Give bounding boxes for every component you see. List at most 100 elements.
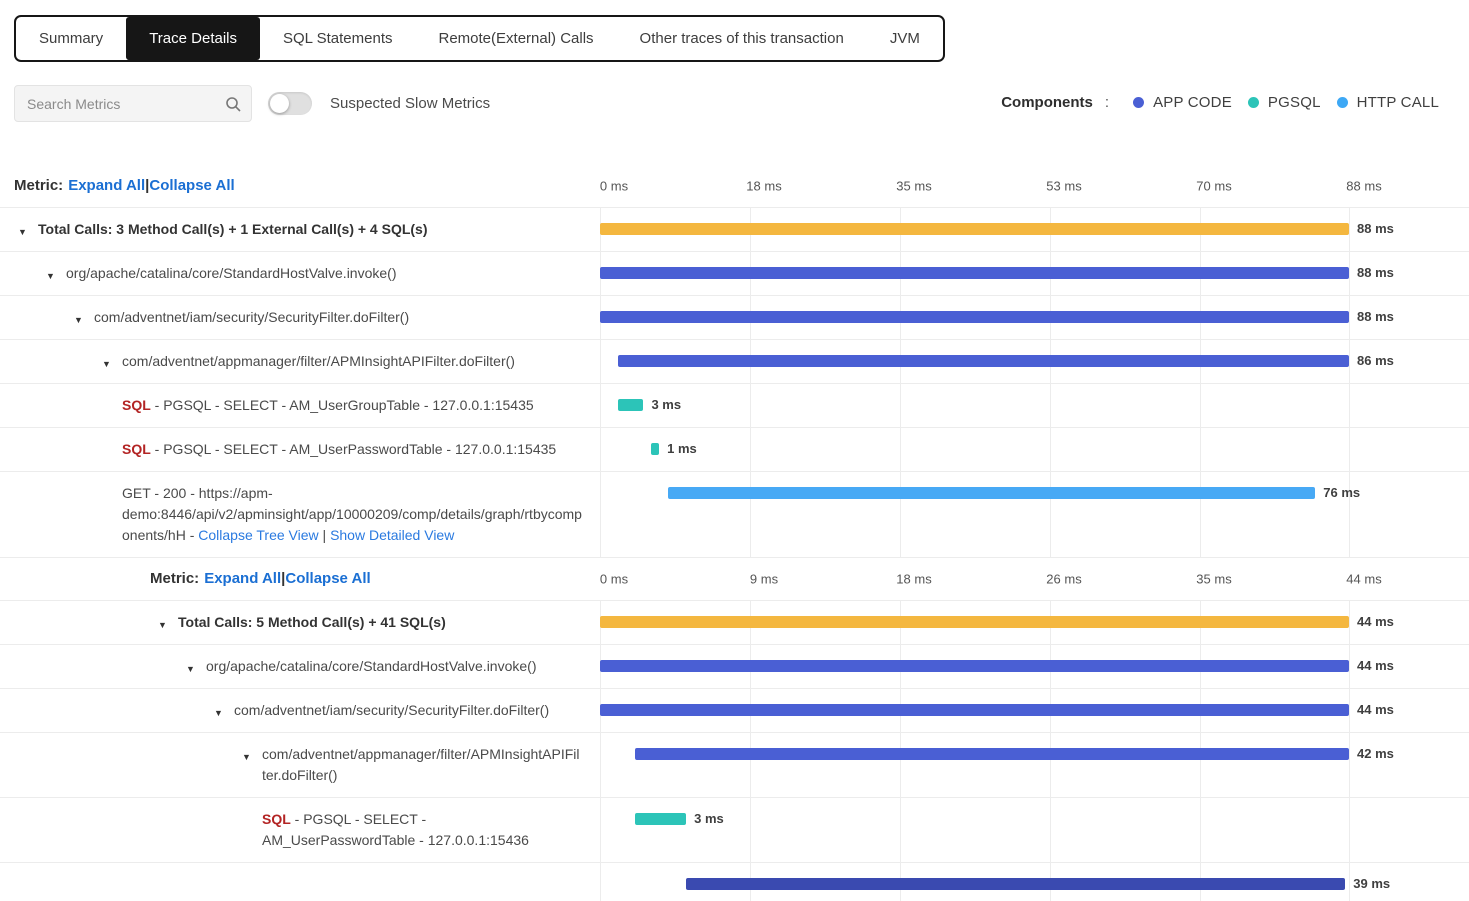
call-label: com/adventnet/iam/security/SecurityFilte… — [94, 309, 409, 325]
tab-other-traces-of-this-transaction[interactable]: Other traces of this transaction — [639, 30, 844, 47]
label-text: org/apache/catalina/core/StandardHostVal… — [66, 265, 397, 281]
axis-tick: 35 ms — [1196, 571, 1232, 587]
label-text: com/adventnet/appmanager/filter/APMInsig… — [122, 353, 515, 369]
duration-bar[interactable] — [600, 660, 1349, 672]
show-detailed-view-link[interactable]: Show Detailed View — [330, 527, 455, 543]
call-label-cell: SQL - PGSQL - SELECT - AM_UserPasswordTa… — [0, 428, 600, 471]
call-label: com/adventnet/iam/security/SecurityFilte… — [234, 702, 549, 718]
duration-bar[interactable] — [600, 704, 1349, 716]
suspected-slow-metrics-toggle[interactable] — [268, 92, 312, 115]
timeline-track: 88 ms — [600, 208, 1394, 251]
tab-sql-statements[interactable]: SQL Statements — [283, 30, 393, 47]
legend-item-label: HTTP CALL — [1356, 94, 1439, 111]
timeline-track: 88 ms — [600, 296, 1394, 339]
timeline-track: 44 ms — [600, 645, 1394, 688]
duration-label: 44 ms — [1357, 702, 1394, 717]
call-label-cell: ▼ com/adventnet/iam/security/SecurityFilt… — [0, 296, 600, 339]
duration-bar[interactable] — [617, 399, 644, 411]
collapse-arrow-icon[interactable]: ▼ — [102, 359, 111, 369]
expand-all-link[interactable]: Expand All — [68, 177, 146, 194]
duration-bar[interactable] — [600, 616, 1349, 628]
search-metrics-box[interactable] — [14, 85, 252, 122]
metric-controls: Metric: Expand All|Collapse All — [0, 558, 600, 600]
timeline-track: 3 ms — [600, 798, 1350, 862]
timeline-track: 88 ms — [600, 252, 1394, 295]
axis-tick: 88 ms — [1346, 178, 1382, 194]
collapse-all-link[interactable]: Collapse All — [285, 570, 371, 587]
metric-separator: | — [281, 570, 286, 587]
label-text: Total Calls: 5 Method Call(s) + 41 SQL(s… — [178, 614, 446, 630]
timeline-track: 44 ms — [600, 601, 1394, 644]
axis-tick: 0 ms — [599, 178, 629, 194]
legend-item-app-code: APP CODE — [1133, 94, 1232, 111]
duration-bar[interactable] — [600, 311, 1349, 323]
tab-trace-details[interactable]: Trace Details — [126, 17, 260, 60]
label-text: - PGSQL - SELECT - AM_UserGroupTable - 1… — [150, 397, 534, 413]
collapse-all-link[interactable]: Collapse All — [149, 177, 235, 194]
duration-bar[interactable] — [600, 267, 1349, 279]
axis-tick: 18 ms — [896, 571, 932, 587]
collapse-arrow-icon[interactable]: ▼ — [214, 708, 223, 718]
collapse-arrow-icon[interactable]: ▼ — [242, 752, 251, 762]
trace-row: ▼ com/adventnet/appmanager/filter/APMInsi… — [0, 340, 1469, 384]
toggle-knob-icon — [270, 94, 289, 113]
search-metrics-input[interactable] — [27, 95, 225, 112]
duration-bar[interactable] — [617, 355, 1349, 367]
axis-tick: 44 ms — [1346, 571, 1382, 587]
duration-bar[interactable] — [635, 748, 1349, 760]
trace-row: GET - 200 - https://apm-demo:8446/api/v2… — [0, 472, 1469, 558]
collapse-arrow-icon[interactable]: ▼ — [74, 315, 83, 325]
duration-bar[interactable] — [635, 813, 687, 825]
call-label-cell: ▼ Total Calls: 5 Method Call(s) + 41 SQL(… — [0, 601, 600, 644]
timeline-track: 86 ms — [600, 340, 1394, 383]
call-label: GET - 200 - https://apm-demo:8446/api/v2… — [122, 485, 582, 543]
duration-label: 42 ms — [1357, 746, 1394, 761]
collapse-tree-view-link[interactable]: Collapse Tree View — [198, 527, 319, 543]
expand-all-link[interactable]: Expand All — [204, 570, 282, 587]
row-gutter — [1350, 428, 1469, 471]
row-gutter — [1350, 384, 1469, 427]
legend-dot-icon — [1247, 97, 1259, 108]
axis-tick: 0 ms — [599, 571, 629, 587]
label-text: com/adventnet/appmanager/filter/APMInsig… — [262, 746, 580, 783]
collapse-arrow-icon[interactable]: ▼ — [18, 227, 27, 237]
call-label-cell: ▼ com/adventnet/iam/security/SecurityFilt… — [0, 689, 600, 732]
call-label: Total Calls: 3 Method Call(s) + 1 Extern… — [38, 221, 428, 237]
metric-label: Metric: — [14, 177, 64, 194]
timeline-axis: 0 ms 9 ms 18 ms 26 ms 35 ms 44 ms — [599, 558, 1382, 600]
legend-dot-icon — [1133, 97, 1145, 108]
duration-bar[interactable] — [668, 487, 1316, 499]
duration-label: 44 ms — [1357, 658, 1394, 673]
timeline-track: 39 ms — [600, 863, 1390, 901]
collapse-arrow-icon[interactable]: ▼ — [158, 620, 167, 630]
duration-label: 88 ms — [1357, 265, 1394, 280]
tab-bar: Summary Trace Details SQL Statements Remote… — [14, 15, 945, 62]
call-label-cell — [0, 863, 600, 901]
trace-row: ▼ com/adventnet/iam/security/SecurityFilt… — [0, 689, 1469, 733]
timeline-track: 44 ms — [600, 689, 1394, 732]
collapse-arrow-icon[interactable]: ▼ — [186, 664, 195, 674]
duration-bar[interactable] — [650, 443, 660, 455]
duration-bar[interactable] — [600, 223, 1349, 235]
label-text: | — [318, 527, 331, 543]
tab-summary[interactable]: Summary — [39, 30, 104, 47]
label-text: Total Calls: 3 Method Call(s) + 1 Extern… — [38, 221, 428, 237]
trace-row: ▼ org/apache/catalina/core/StandardHostVa… — [0, 252, 1469, 296]
tab-jvm[interactable]: JVM — [889, 30, 920, 47]
axis-tick: 18 ms — [746, 178, 782, 194]
legend-item-label: APP CODE — [1153, 94, 1232, 111]
call-label: com/adventnet/appmanager/filter/APMInsig… — [122, 353, 515, 369]
collapse-arrow-icon[interactable]: ▼ — [46, 271, 55, 281]
duration-label: 88 ms — [1357, 221, 1394, 236]
trace-row: SQL - PGSQL - SELECT - AM_UserPasswordTa… — [0, 428, 1469, 472]
sql-badge: SQL — [122, 441, 151, 457]
components-colon: : — [1104, 94, 1110, 111]
timeline-track: 42 ms — [600, 733, 1394, 797]
call-label-cell: SQL - PGSQL - SELECT - AM_UserPasswordTa… — [0, 798, 600, 862]
duration-label: 76 ms — [1323, 485, 1361, 500]
tab-remote-external-calls[interactable]: Remote(External) Calls — [438, 30, 594, 47]
duration-bar[interactable] — [686, 878, 1346, 890]
search-icon[interactable] — [225, 96, 241, 112]
call-label-cell: GET - 200 - https://apm-demo:8446/api/v2… — [0, 472, 600, 557]
